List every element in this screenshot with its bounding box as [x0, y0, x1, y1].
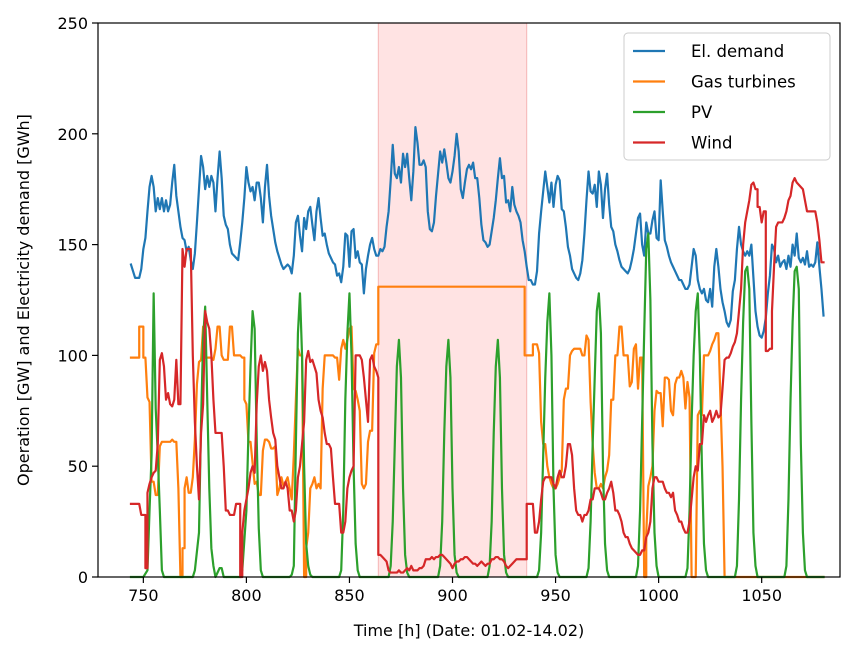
x-tick-label: 750: [128, 586, 159, 605]
legend-box: [623, 32, 831, 161]
series-line-gas-turbines: [129, 285, 825, 579]
series-line-el-demand: [129, 126, 825, 339]
x-tick-label: 1000: [638, 586, 679, 605]
x-tick-label: 900: [437, 586, 468, 605]
legend-label: Gas turbines: [691, 73, 796, 92]
x-tick-label: 800: [231, 586, 262, 605]
y-axis-label: Operation [GW] and Electricity demand [G…: [14, 114, 33, 486]
axes-frame: [97, 22, 841, 578]
legend-label: PV: [691, 103, 713, 122]
y-tick-label: 100: [57, 346, 88, 365]
legend: El. demand Gas turbines PV Wind: [623, 32, 831, 161]
x-tick-label: 850: [334, 586, 365, 605]
series-layer: [129, 126, 825, 579]
y-tick-label: 250: [57, 14, 88, 33]
y-tick-label: 0: [78, 568, 88, 587]
x-axis-label: Time [h] (Date: 01.02-14.02): [353, 621, 585, 640]
x-tick-label: 1050: [741, 586, 782, 605]
series-line-pv: [129, 232, 825, 579]
legend-label: Wind: [691, 134, 732, 153]
legend-label: El. demand: [691, 42, 784, 61]
series-line-wind: [129, 177, 825, 579]
y-tick-label: 200: [57, 125, 88, 144]
axes-layer: 750 800 850 900 950 1000 1050 0 50 100 150 200 250: [57, 14, 841, 605]
x-tick-label: 950: [540, 586, 571, 605]
y-tick-label: 150: [57, 236, 88, 255]
y-tick-label: 50: [68, 457, 88, 476]
